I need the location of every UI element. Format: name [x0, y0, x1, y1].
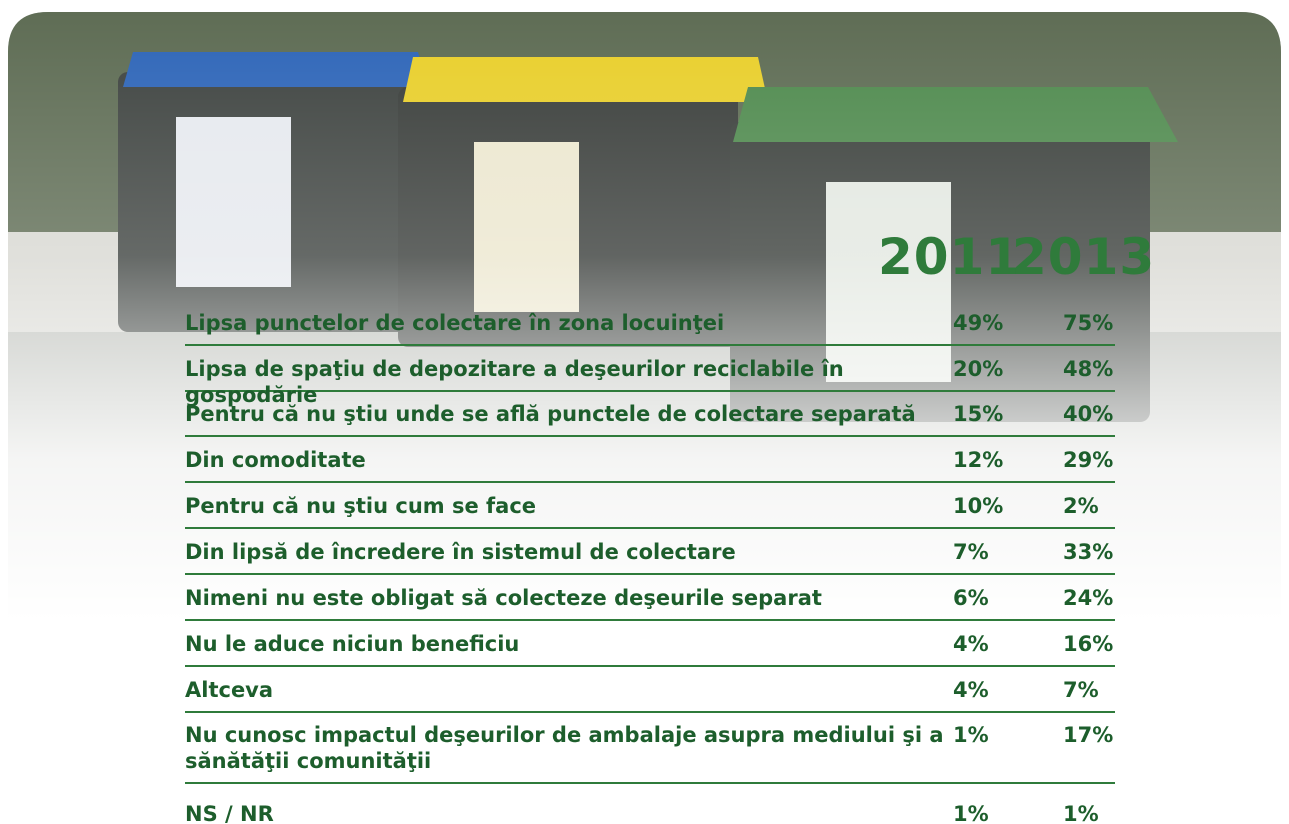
value-2011: 12%: [953, 448, 1004, 472]
row-label: Lipsa punctelor de colectare în zona loc…: [185, 311, 725, 335]
table-row: Lipsa punctelor de colectare în zona loc…: [185, 310, 1115, 346]
row-label: Nimeni nu este obligat să colecteze deşe…: [185, 586, 822, 610]
value-2011: 1%: [953, 723, 989, 747]
table-row: NS / NR 1% 1%: [185, 801, 1115, 824]
value-2013: 24%: [1063, 586, 1114, 610]
value-2013: 1%: [1063, 802, 1099, 824]
value-2013: 33%: [1063, 540, 1114, 564]
value-2013: 29%: [1063, 448, 1114, 472]
row-label: Din lipsă de încredere în sistemul de co…: [185, 540, 736, 564]
value-2011: 4%: [953, 632, 989, 656]
table-row: Din comoditate 12% 29%: [185, 447, 1115, 483]
value-2013: 16%: [1063, 632, 1114, 656]
row-label: Nu le aduce niciun beneficiu: [185, 632, 520, 656]
value-2013: 48%: [1063, 357, 1114, 381]
table-row: Pentru că nu ştiu unde se află punctele …: [185, 401, 1115, 437]
table-row: Lipsa de spaţiu de depozitare a deşeuril…: [185, 356, 1115, 407]
value-2013: 40%: [1063, 402, 1114, 426]
background-photo: [8, 12, 1281, 824]
table-row: Nu le aduce niciun beneficiu 4% 16%: [185, 631, 1115, 667]
row-label: Altceva: [185, 678, 274, 702]
value-2011: 4%: [953, 678, 989, 702]
table-row: Pentru că nu ştiu cum se face 10% 2%: [185, 493, 1115, 529]
value-2011: 1%: [953, 802, 989, 824]
value-2013: 75%: [1063, 311, 1114, 335]
value-2011: 7%: [953, 540, 989, 564]
year-header: 2013: [1012, 228, 1156, 286]
value-2013: 17%: [1063, 723, 1114, 747]
value-2011: 15%: [953, 402, 1004, 426]
row-label: Nu cunosc impactul deşeurilor de ambalaj…: [185, 723, 944, 773]
row-label: Pentru că nu ştiu unde se află punctele …: [185, 402, 916, 426]
value-2011: 20%: [953, 357, 1004, 381]
row-label: NS / NR: [185, 802, 274, 824]
row-label: Pentru că nu ştiu cum se face: [185, 494, 537, 518]
value-2013: 7%: [1063, 678, 1099, 702]
row-label: Lipsa de spaţiu de depozitare a deşeuril…: [185, 357, 844, 407]
value-2013: 2%: [1063, 494, 1099, 518]
table-row: Din lipsă de încredere în sistemul de co…: [185, 539, 1115, 575]
table-row: Nu cunosc impactul deşeurilor de ambalaj…: [185, 722, 1115, 784]
value-2011: 10%: [953, 494, 1004, 518]
row-label: Din comoditate: [185, 448, 366, 472]
table-row: Altceva 4% 7%: [185, 677, 1115, 713]
value-2011: 6%: [953, 586, 989, 610]
table-row: Nimeni nu este obligat să colecteze deşe…: [185, 585, 1115, 621]
value-2011: 49%: [953, 311, 1004, 335]
year-header: 2011: [878, 228, 1022, 286]
